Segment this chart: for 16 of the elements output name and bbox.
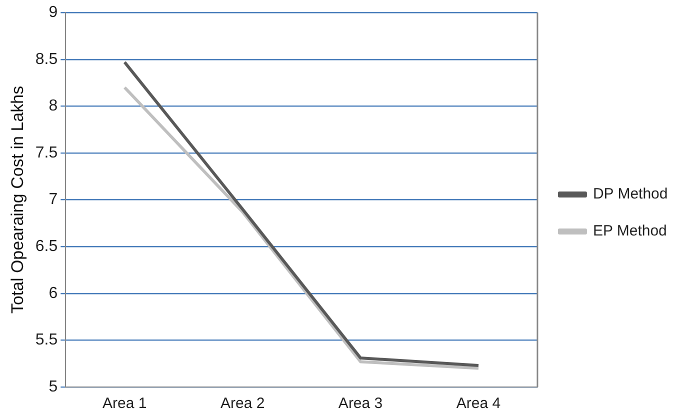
x-tick-label: Area 1 xyxy=(102,395,147,412)
legend-label: DP Method xyxy=(592,186,668,203)
y-tick-label: 6 xyxy=(48,284,58,302)
y-axis-title: Total Opearaing Cost in Lakhs xyxy=(8,86,27,314)
x-tick-label: Area 2 xyxy=(220,395,265,412)
x-tick-label: Area 3 xyxy=(338,395,383,412)
legend-label: EP Method xyxy=(592,222,667,240)
y-tick-label: 9 xyxy=(48,4,58,22)
y-tick-label: 5 xyxy=(48,378,58,396)
y-tick-label: 7.5 xyxy=(35,144,58,162)
y-tick-label: 7 xyxy=(48,191,58,208)
y-tick-label: 6.5 xyxy=(35,238,58,256)
y-tick-label: 5.5 xyxy=(35,332,58,349)
y-tick-label: 8 xyxy=(48,98,58,115)
y-tick-label: 8.5 xyxy=(35,50,58,68)
x-tick-label: Area 4 xyxy=(456,395,501,412)
